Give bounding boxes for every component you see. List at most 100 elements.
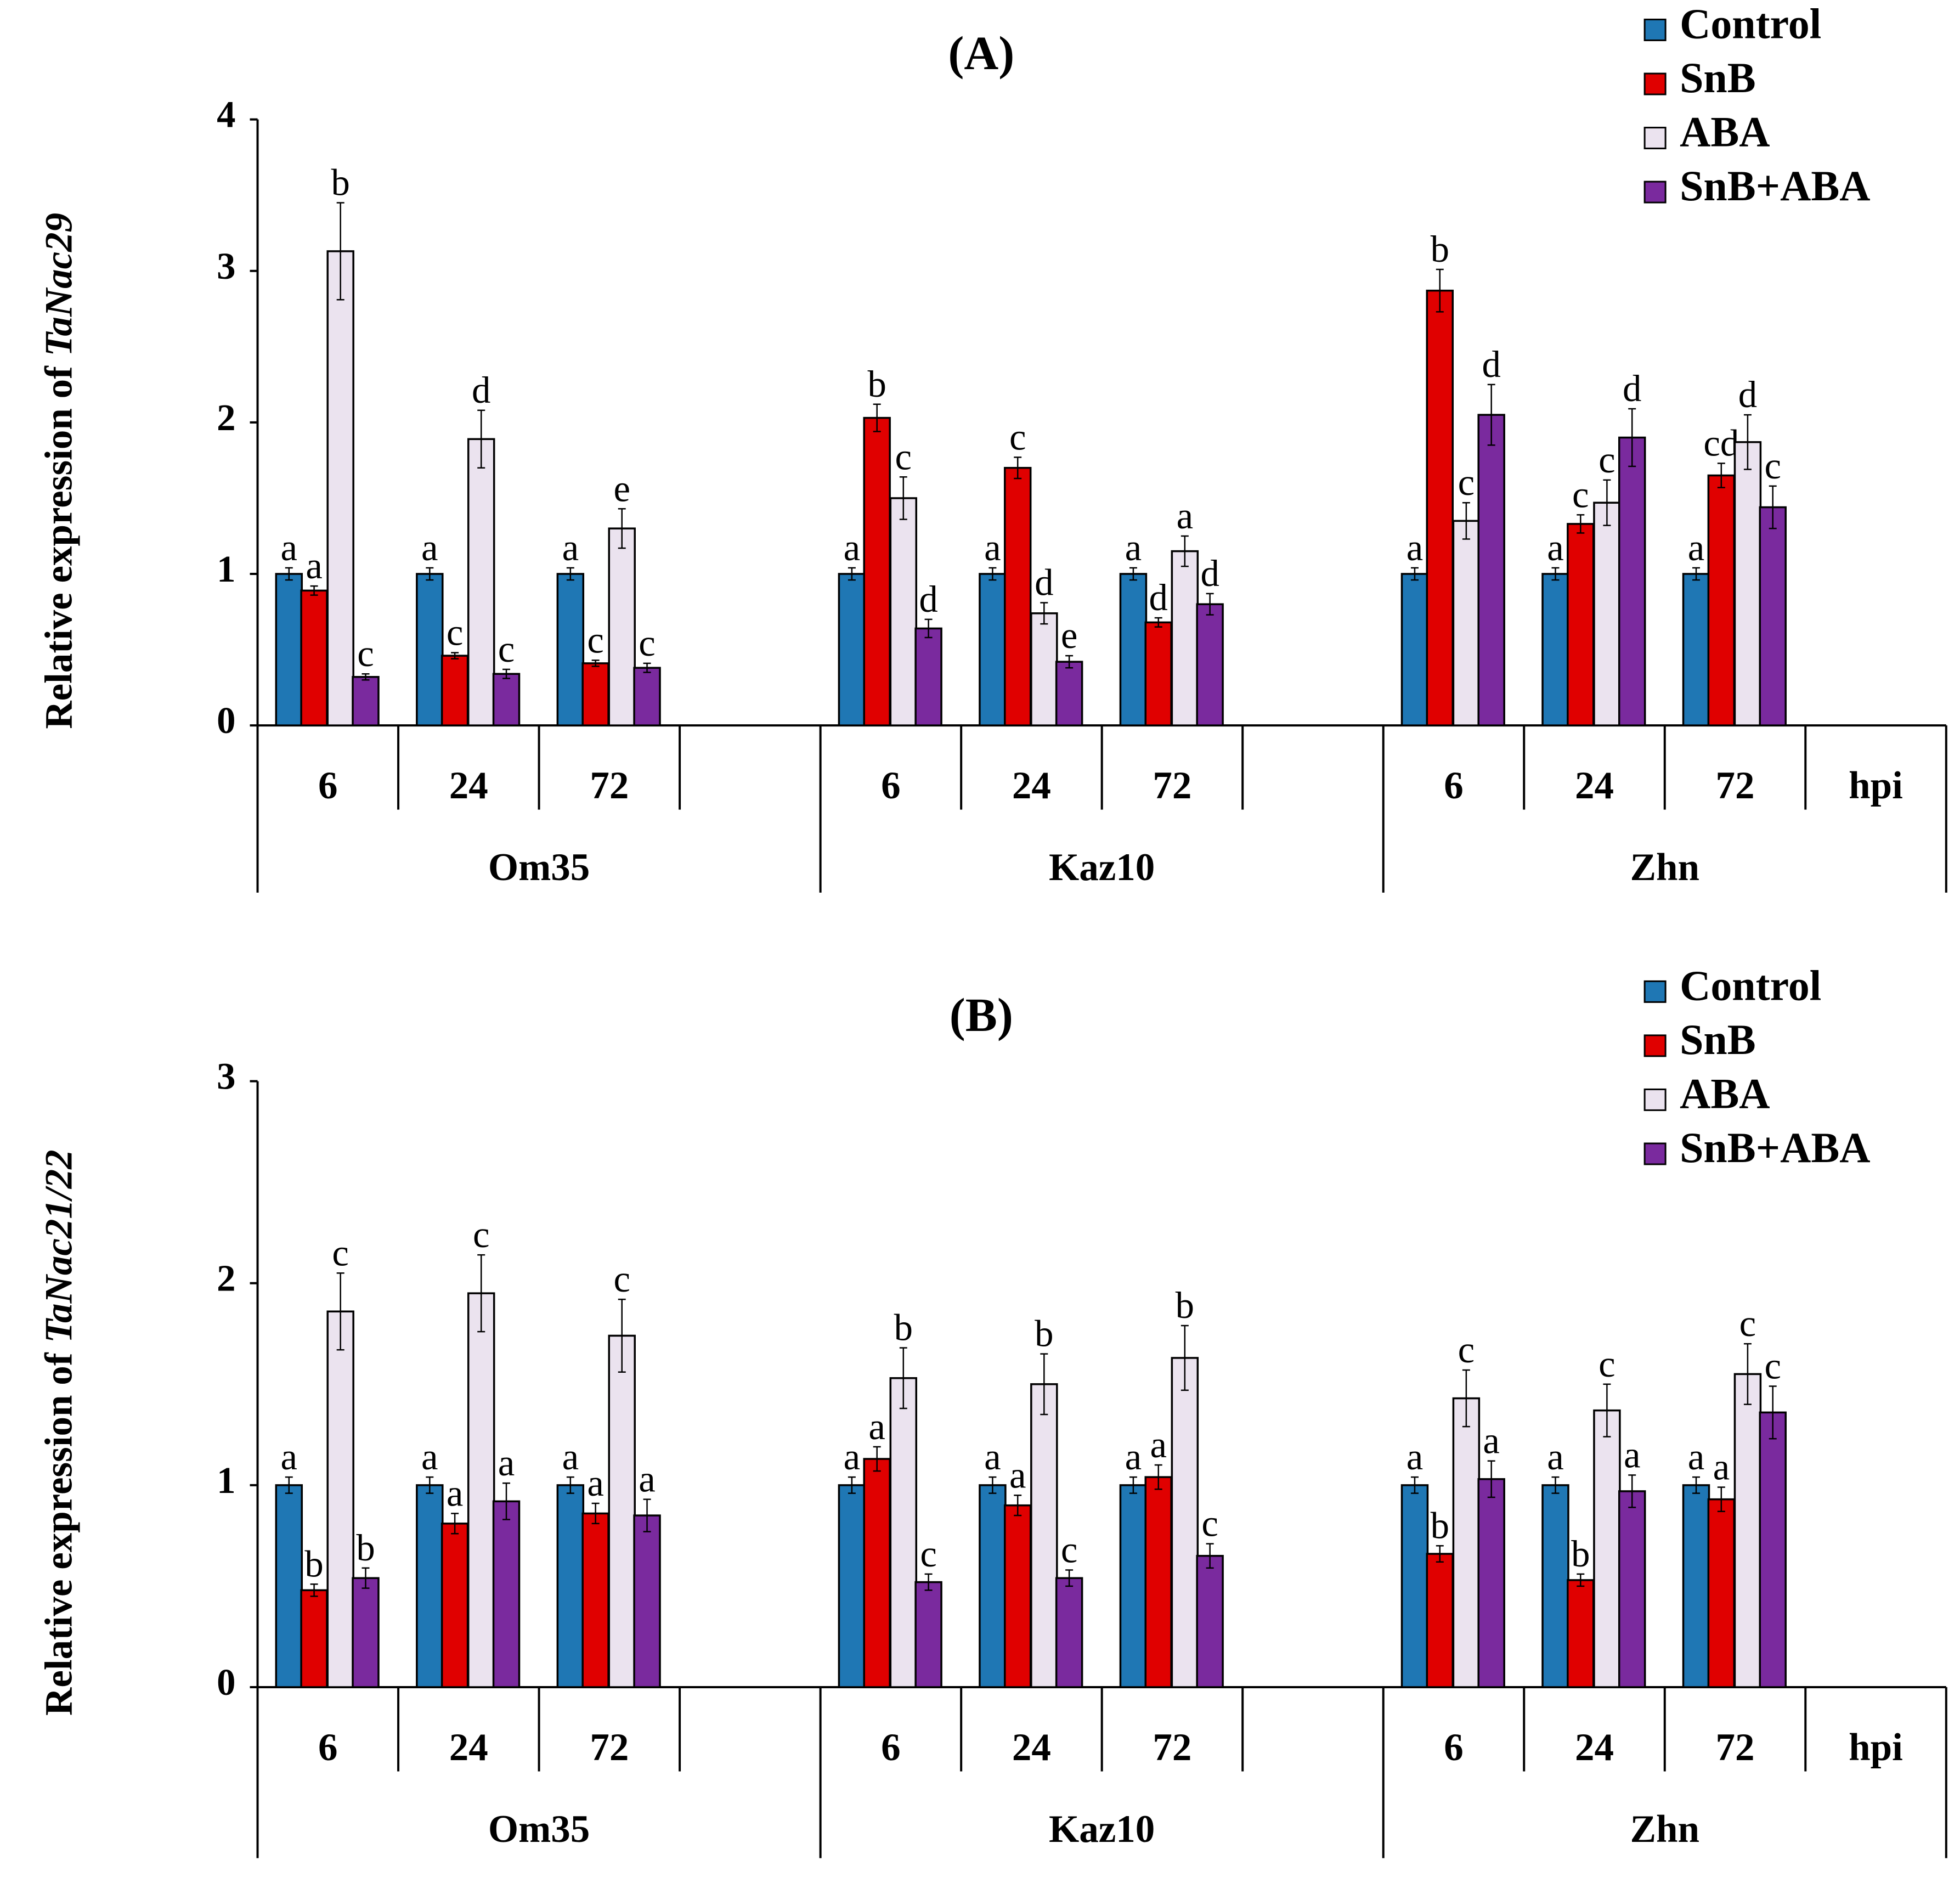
timepoint-label: 24	[1012, 764, 1051, 807]
bar-control	[275, 1484, 303, 1688]
significance-letter: d	[472, 369, 490, 411]
bar-control	[556, 573, 585, 726]
bar-snb-aba	[1477, 414, 1505, 726]
significance-letter: d	[1482, 343, 1500, 385]
bar-snb	[581, 662, 609, 726]
significance-letter: c	[613, 1258, 630, 1300]
bar-aba	[608, 527, 636, 726]
timepoint-label: 6	[881, 764, 901, 807]
significance-letter: c	[332, 1232, 349, 1273]
timepoint-label: 24	[1575, 764, 1614, 807]
bar-control	[1400, 1484, 1429, 1688]
significance-letter: c	[920, 1533, 937, 1575]
panel-title: (B)	[950, 988, 1013, 1041]
bar-snb	[1567, 523, 1595, 726]
y-axis-title-gene: TaNac21/22	[38, 1149, 81, 1343]
significance-letter: c	[498, 628, 515, 670]
significance-letter: a	[1125, 1436, 1142, 1478]
bar-snb	[863, 1458, 891, 1688]
significance-letter: c	[1458, 1329, 1475, 1371]
significance-letter: a	[498, 1442, 515, 1484]
legend-swatch	[1643, 181, 1667, 204]
bar-aba	[889, 497, 918, 726]
y-tick-label: 2	[217, 397, 235, 438]
significance-letter: e	[1061, 615, 1078, 656]
legend-label: SnB+ABA	[1680, 1124, 1870, 1171]
timepoint-label: 72	[1716, 1726, 1755, 1769]
significance-letter: a	[1688, 527, 1705, 568]
bar-snb-aba	[352, 676, 380, 726]
bar-aba	[1733, 1373, 1762, 1688]
significance-letter: c	[1764, 1345, 1781, 1386]
bar-snb	[581, 1512, 609, 1688]
timepoint-label: 72	[1153, 764, 1191, 807]
bar-snb	[300, 1589, 328, 1688]
y-axis-title: Relative expression of TaNac21/22	[38, 1149, 81, 1716]
bar-aba	[1593, 501, 1621, 726]
bar-control	[1400, 573, 1429, 726]
significance-letter: c	[1201, 1503, 1218, 1545]
legend-swatch	[1643, 1034, 1667, 1057]
significance-letter: c	[1572, 474, 1589, 515]
timepoint-label: 6	[318, 764, 338, 807]
timepoint-label: 24	[449, 764, 488, 807]
significance-letter: a	[562, 527, 579, 568]
bar-snb-aba	[352, 1577, 380, 1688]
y-axis-title-prefix: Relative expression of	[38, 357, 81, 729]
significance-letter: a	[562, 1436, 579, 1478]
bar-snb-aba	[1759, 1411, 1787, 1688]
bar-control	[1119, 573, 1148, 726]
bar-snb-aba	[1618, 1490, 1646, 1688]
bar-control	[979, 573, 1007, 726]
bar-snb	[1003, 1504, 1032, 1688]
significance-letter: b	[331, 162, 350, 204]
significance-letter: d	[1623, 368, 1641, 409]
bar-control	[838, 573, 866, 726]
cultivar-label: Om35	[488, 1808, 590, 1851]
bar-snb-aba	[914, 1581, 942, 1688]
panel-a: (A) 0 1 2 3 4 Relative expression of TaNac29 6 2…	[38, 0, 1947, 893]
cultivar-label: Kaz10	[1049, 1808, 1155, 1851]
bar-snb	[1144, 1476, 1172, 1688]
bar-aba	[1171, 550, 1199, 726]
significance-letter: a	[868, 1406, 885, 1447]
bar-control	[1541, 1484, 1569, 1688]
bar-control	[838, 1484, 866, 1688]
bar-snb	[1567, 1579, 1595, 1688]
bar-aba	[608, 1334, 636, 1688]
significance-letter: a	[421, 1436, 438, 1478]
y-tick-label: 4	[217, 94, 235, 136]
significance-letter: d	[1035, 561, 1053, 603]
legend-label: SnB	[1680, 1016, 1756, 1063]
bar-aba	[467, 438, 495, 726]
bar-snb-aba	[1055, 1577, 1083, 1688]
legend-swatch	[1643, 980, 1667, 1003]
legend-label: ABA	[1680, 1070, 1770, 1117]
cultivar-label: Zhn	[1630, 1808, 1699, 1851]
panel-title: (A)	[948, 26, 1014, 80]
cultivar-label: Kaz10	[1049, 846, 1155, 889]
significance-letter: c	[1458, 461, 1475, 503]
bar-snb-aba	[633, 1514, 661, 1688]
significance-letter: a	[421, 527, 438, 568]
timepoint-label: 72	[590, 764, 629, 807]
significance-letter: d	[919, 578, 937, 620]
significance-letter: b	[356, 1527, 375, 1569]
timepoint-label: 24	[1012, 1726, 1051, 1769]
significance-letter: b	[894, 1307, 913, 1349]
significance-letter: a	[844, 1436, 861, 1478]
bar-snb-aba	[492, 673, 521, 726]
bar-snb-aba	[1477, 1478, 1505, 1688]
bar-snb	[440, 1523, 469, 1688]
legend-label: SnB	[1680, 54, 1756, 102]
significance-letter: c	[473, 1214, 490, 1255]
significance-letter: b	[304, 1543, 323, 1585]
y-axis-title-gene: TaNac29	[38, 213, 81, 357]
significance-letter: d	[1149, 577, 1168, 618]
significance-letter: cd	[1703, 422, 1739, 464]
legend-label: SnB+ABA	[1680, 162, 1870, 210]
timepoint-label: 6	[318, 1726, 338, 1769]
hpi-label: hpi	[1849, 1726, 1903, 1769]
significance-letter: a	[844, 527, 861, 568]
significance-letter: c	[1598, 1343, 1616, 1385]
